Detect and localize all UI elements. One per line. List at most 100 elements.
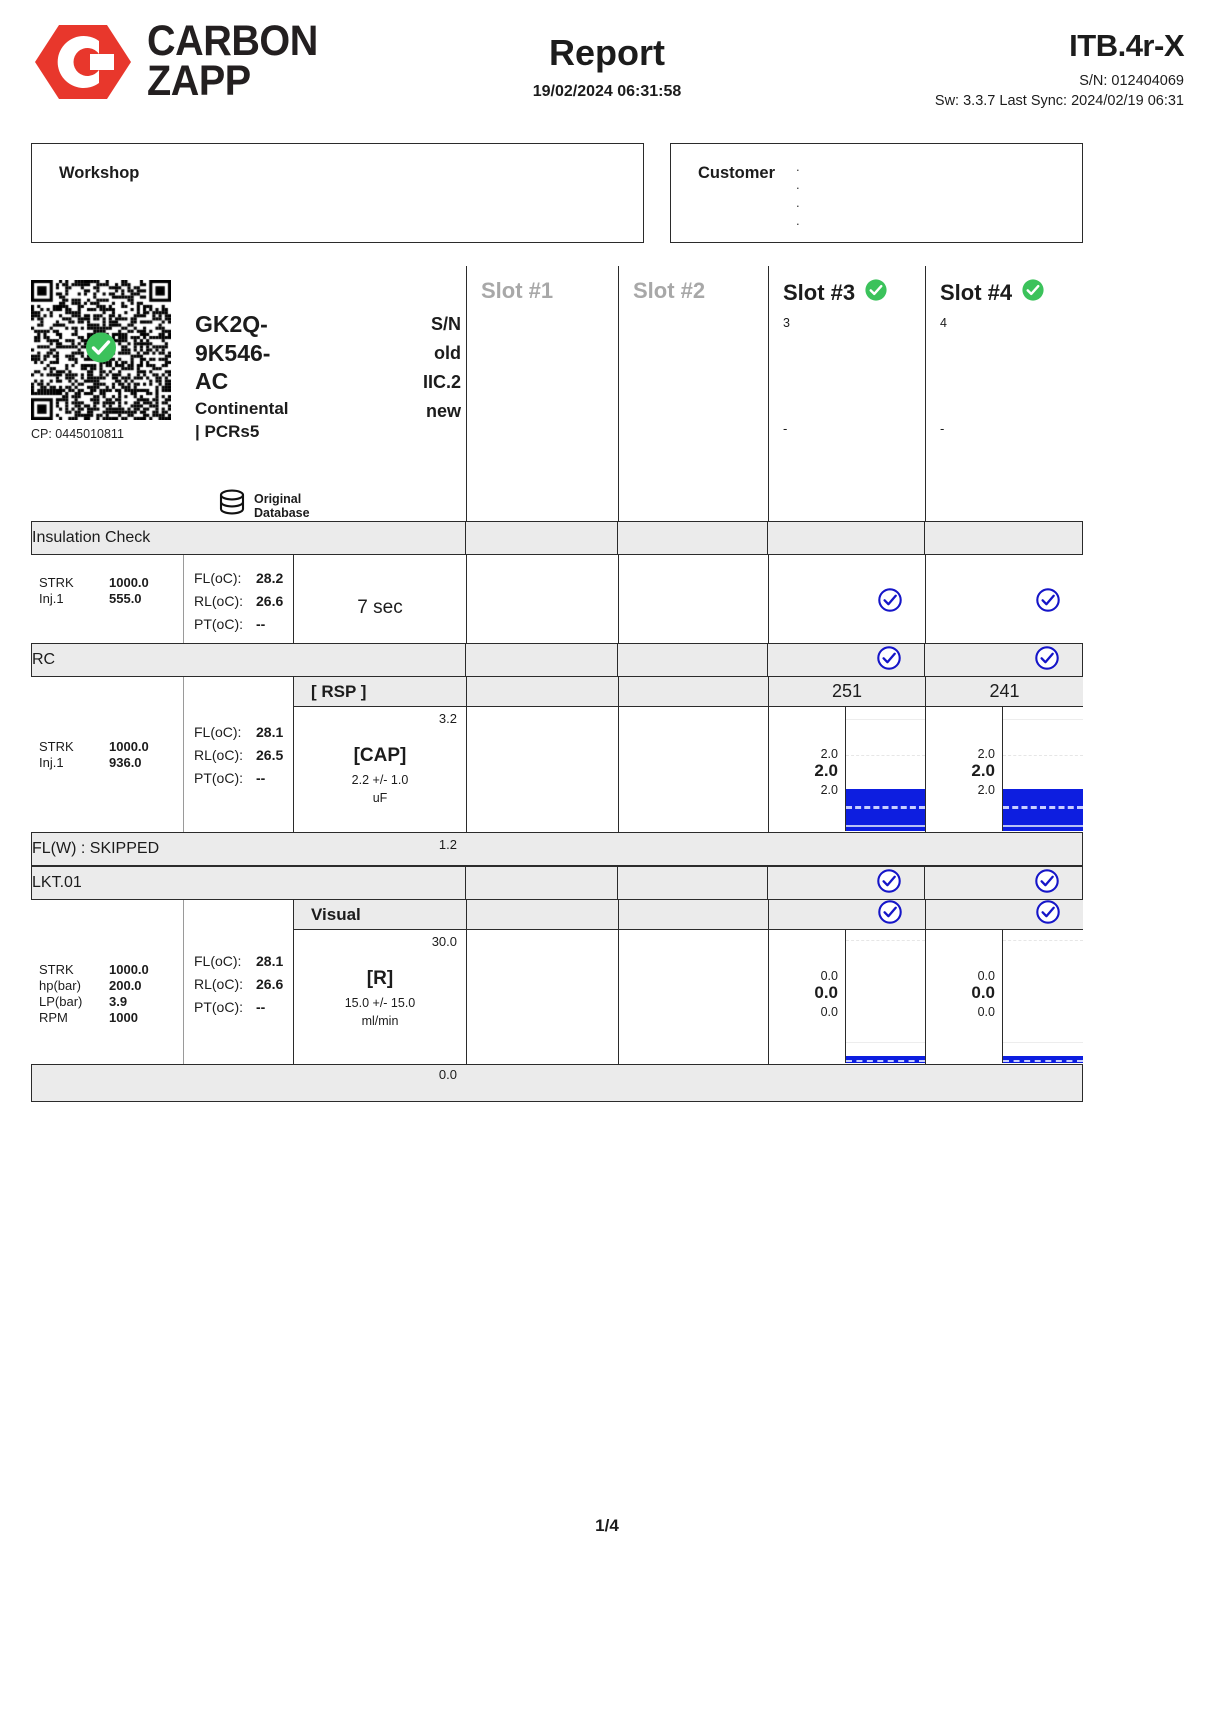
db-line-1: Original	[254, 491, 302, 506]
lkt-visual-slot4	[926, 900, 1083, 930]
temp-key: RL(oC):	[194, 747, 244, 763]
rc-value-avg: 2.0	[814, 761, 838, 780]
result-check-icon	[876, 868, 902, 899]
lkt-slot2	[618, 900, 768, 1064]
rc-count-slot4: 241	[926, 677, 1083, 707]
brand-logo: CARBON ZAPP	[33, 20, 333, 105]
lkt-values-slot4: 0.0 0.0 0.0	[926, 930, 1002, 1063]
slot-dash: -	[783, 421, 788, 436]
part-family: | PCRs5	[195, 422, 260, 442]
param-key: STRK	[39, 575, 74, 590]
slot-ok-badge-icon	[1021, 278, 1045, 308]
rc-result-slot3	[768, 643, 925, 677]
section-title: FL(W) : SKIPPED	[32, 840, 160, 857]
slot-title: Slot #2	[633, 278, 706, 303]
rc-tolerance: 2.2 +/- 1.0	[351, 773, 409, 787]
slot-title: Slot #3	[783, 280, 856, 305]
lkt-unit: ml/min	[361, 1014, 399, 1028]
qr-code-icon	[31, 280, 171, 420]
temp-key: RL(oC):	[194, 976, 244, 992]
customer-lines: . . . .	[796, 158, 800, 230]
lkt-values-slot3: 0.0 0.0 0.0	[769, 930, 845, 1063]
rc-slot4: 241 2.0 2.0 2.0	[925, 677, 1083, 832]
part-maker: Continental	[195, 398, 289, 418]
insulation-data-row: STRK 1000.0 Inj.1 555.0 FL(oC): 28.2 RL(oC)…	[31, 555, 1083, 643]
slot-dash: -	[940, 421, 945, 436]
insulation-slot4	[925, 555, 1083, 643]
device-software: Sw: 3.3.7 Last Sync: 2024/02/19 06:31	[934, 93, 1184, 109]
lkt-value-avg: 0.0	[814, 983, 838, 1002]
section-result-slot3	[768, 521, 925, 555]
slot-header-2[interactable]: Slot #2	[618, 266, 768, 521]
temp-key: FL(oC):	[194, 724, 242, 740]
rc-value-min: 2.0	[977, 783, 995, 797]
slot-ok-badge-icon	[864, 278, 888, 308]
param-key: Inj.1	[39, 755, 64, 770]
slot-title: Slot #4	[940, 280, 1013, 305]
param-key: STRK	[39, 962, 74, 977]
original-database-text: Original Database	[254, 492, 310, 520]
lkt-axis-min: 0.0	[438, 1067, 457, 1082]
part-code-block: GK2Q- 9K546- AC Continental | PCRs5	[195, 310, 315, 443]
param-value: 1000.0	[109, 575, 149, 590]
lkt-measure-header: Visual	[294, 900, 466, 930]
lkt-measure: Visual 30.0 [R] 15.0 +/- 15.0 ml/min 0.0	[293, 900, 466, 1082]
part-code-line: AC	[195, 368, 229, 395]
param-value: 1000.0	[109, 739, 149, 754]
param-value: 555.0	[109, 591, 142, 606]
lkt-chart-slot4	[1002, 930, 1083, 1063]
rc-values-slot4: 2.0 2.0 2.0	[926, 707, 1002, 831]
slot-header-1[interactable]: Slot #1	[466, 266, 618, 521]
report-grid: CP: 0445010811 GK2Q- 9K546- AC Continent…	[31, 266, 1083, 1102]
temp-value: --	[256, 999, 266, 1015]
param-key: LP(bar)	[39, 994, 83, 1009]
section-title: RC	[32, 651, 56, 668]
section-bar-lkt: LKT.01	[31, 866, 1083, 900]
lkt-slot3: 0.0 0.0 0.0	[768, 900, 925, 1064]
device-model: ITB.4r-X	[1069, 28, 1184, 63]
customer-line: .	[796, 177, 800, 192]
workshop-label: Workshop	[59, 164, 140, 182]
param-key: hp(bar)	[39, 978, 81, 993]
rc-value-min: 2.0	[820, 783, 838, 797]
slot-number	[467, 304, 618, 312]
temp-key: FL(oC):	[194, 953, 242, 969]
temp-value: 28.1	[256, 953, 284, 969]
slot-header-4[interactable]: Slot #4 4 -	[925, 266, 1083, 521]
rc-axis-min: 1.2	[438, 837, 457, 852]
lkt-temps: FL(oC): 28.1 RL(oC): 26.6 PT(oC): --	[183, 900, 293, 1064]
part-label: old	[434, 343, 461, 364]
param-value: 1000	[109, 1010, 138, 1025]
slot-header-3[interactable]: Slot #3 3 -	[768, 266, 925, 521]
slot-number: 4	[940, 316, 947, 330]
section-result-slot2	[618, 521, 768, 555]
rc-result-slot1	[466, 643, 618, 677]
lkt-result-slot4	[925, 866, 1083, 900]
database-icon	[217, 488, 247, 523]
rc-unit: uF	[372, 791, 388, 805]
result-check-icon	[1035, 899, 1061, 930]
insulation-slot1	[466, 555, 618, 643]
workshop-box: Workshop	[31, 143, 644, 243]
part-label: IIC.2	[422, 372, 461, 393]
customer-box: Customer . . . .	[670, 143, 1083, 243]
brand-line-2: ZAPP	[147, 56, 251, 105]
temp-value: 26.5	[256, 747, 284, 763]
lkt-slot1	[466, 900, 618, 1064]
rc-result-slot2	[618, 643, 768, 677]
part-code-line: GK2Q-	[195, 311, 268, 337]
rc-count-slot2	[619, 677, 768, 707]
lkt-value-avg: 0.0	[971, 983, 995, 1002]
part-info-cell: CP: 0445010811 GK2Q- 9K546- AC Continent…	[31, 266, 466, 521]
workshop-customer-row: Workshop Customer . . . .	[0, 143, 1214, 248]
part-label: S/N	[430, 314, 461, 334]
rc-params: STRK 1000.0 Inj.1 936.0	[31, 677, 183, 832]
section-result-slot4	[925, 521, 1083, 555]
lkt-slot4: 0.0 0.0 0.0	[925, 900, 1083, 1064]
section-title: Insulation Check	[32, 529, 151, 546]
param-key: RPM	[39, 1010, 68, 1025]
rc-result-slot4	[925, 643, 1083, 677]
temp-value: 28.2	[256, 570, 284, 586]
result-check-icon	[1035, 587, 1061, 618]
result-check-icon	[876, 645, 902, 676]
